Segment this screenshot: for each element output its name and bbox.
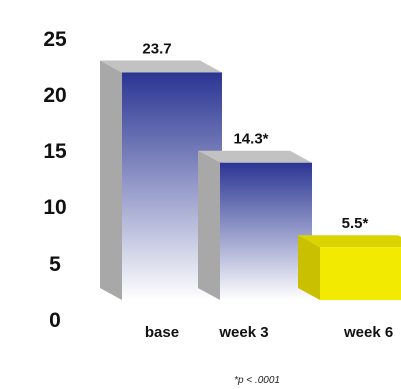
data-labels: 23.7 14.3* 5.5* xyxy=(142,40,368,232)
bar-front xyxy=(320,247,401,300)
data-label-week-6: 5.5* xyxy=(342,215,369,232)
category-label-week-6: week 6 xyxy=(343,324,393,341)
y-axis: 0 5 10 15 20 25 xyxy=(43,28,67,332)
bar-top xyxy=(198,150,312,163)
bar-top xyxy=(100,60,222,73)
bars xyxy=(100,60,401,301)
data-label-week-3: 14.3* xyxy=(233,131,268,148)
bar-side xyxy=(298,235,320,300)
bar-side xyxy=(100,60,122,301)
bar-week-6 xyxy=(298,235,401,300)
bar-side xyxy=(198,150,220,300)
data-label-base: 23.7 xyxy=(142,40,171,57)
bar-week-3 xyxy=(198,150,312,300)
y-tick-label: 15 xyxy=(43,140,67,163)
y-tick-label: 10 xyxy=(43,196,66,219)
category-label-base: base xyxy=(145,324,179,341)
significance-footnote: *p < .0001 xyxy=(234,375,280,386)
y-tick-label: 5 xyxy=(49,253,61,276)
y-tick-label: 25 xyxy=(43,28,67,51)
bar-top xyxy=(298,235,401,248)
category-label-week-3: week 3 xyxy=(218,324,268,341)
bar-front xyxy=(220,162,312,300)
y-tick-label: 0 xyxy=(49,309,61,332)
x-axis: base week 3 week 6 xyxy=(145,324,393,341)
y-tick-label: 20 xyxy=(43,84,66,107)
